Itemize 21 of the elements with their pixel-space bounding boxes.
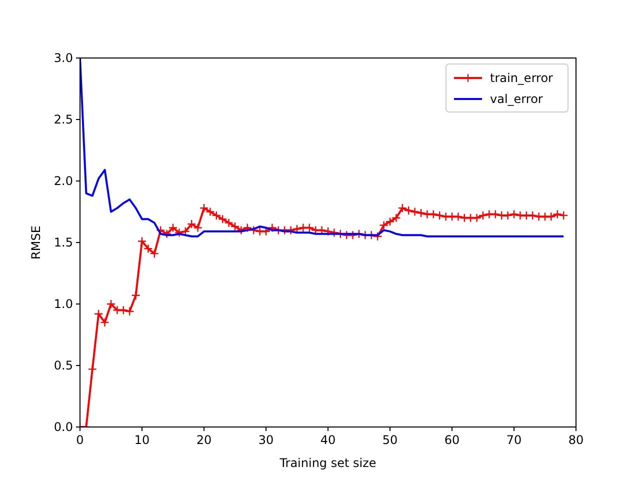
y-axis-title: RMSE [29, 226, 43, 260]
x-tick-label: 40 [320, 433, 336, 447]
y-tick-label: 1.5 [54, 236, 73, 250]
x-tick-label: 0 [76, 433, 84, 447]
y-tick-label: 0.0 [54, 420, 73, 434]
y-tick-label: 1.0 [54, 297, 73, 311]
x-tick-label: 30 [258, 433, 274, 447]
x-tick-label: 60 [444, 433, 460, 447]
y-tick-label: 2.0 [54, 174, 73, 188]
line-series [80, 58, 565, 238]
y-tick-label: 2.5 [54, 112, 73, 126]
x-tick-label: 50 [382, 433, 398, 447]
x-tick-label: 20 [196, 433, 212, 447]
x-tick-label: 80 [568, 433, 584, 447]
x-axis-title: Training set size [278, 456, 376, 470]
x-tick-label: 70 [506, 433, 522, 447]
legend-label: train_error [490, 71, 554, 85]
legend-label: val_error [490, 92, 543, 106]
x-tick-label: 10 [134, 433, 150, 447]
y-tick-label: 3.0 [54, 51, 73, 65]
y-tick-label: 0.5 [54, 358, 73, 372]
